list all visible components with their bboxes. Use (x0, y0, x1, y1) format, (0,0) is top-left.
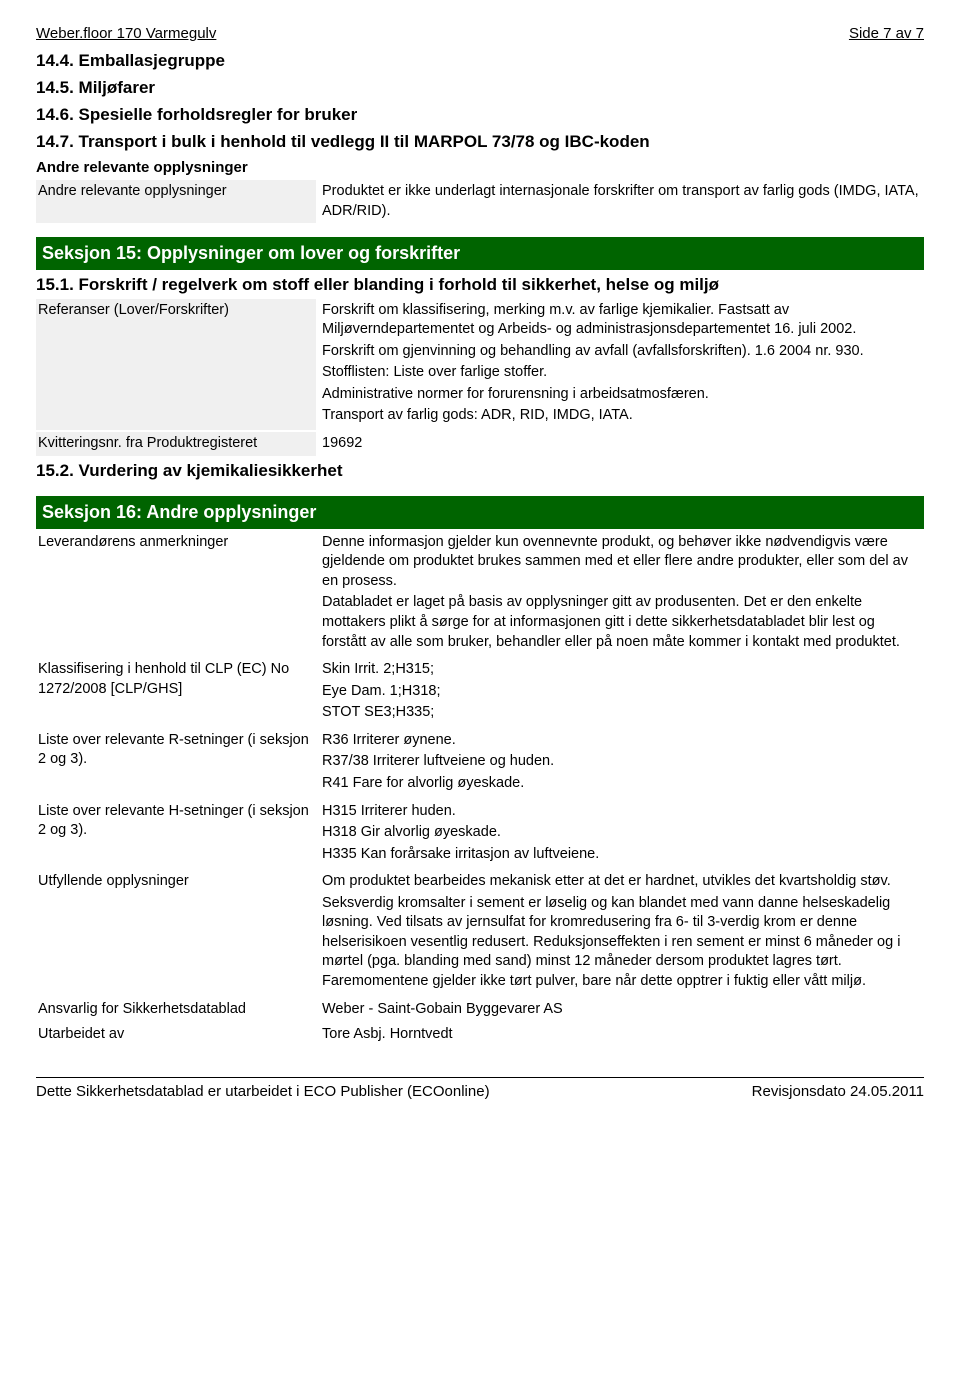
heading-14-6: 14.6. Spesielle forholdsregler for bruke… (36, 104, 924, 127)
hset-l3: H335 Kan forårsake irritasjon av luftvei… (322, 845, 920, 865)
lev-p1: Denne informasjon gjelder kun ovennevnte… (322, 533, 920, 592)
value-h-setninger: H315 Irriterer huden. H318 Gir alvorlig … (316, 800, 924, 869)
value-references: Forskrift om klassifisering, merking m.v… (316, 299, 924, 430)
utf-p2: Seksverdig kromsalter i sement er løseli… (322, 894, 920, 992)
heading-14-4: 14.4. Emballasjegruppe (36, 50, 924, 73)
value-relevant-info: Produktet er ikke underlagt internasjona… (316, 180, 924, 223)
label-ansvarlig: Ansvarlig for Sikkerhetsdatablad (36, 998, 316, 1022)
value-r-setninger: R36 Irriterer øynene. R37/38 Irriterer l… (316, 729, 924, 798)
value-leverandor: Denne informasjon gjelder kun ovennevnte… (316, 531, 924, 656)
label-utfyllende: Utfyllende opplysninger (36, 870, 316, 995)
footer-left: Dette Sikkerhetsdatablad er utarbeidet i… (36, 1082, 490, 1102)
heading-14-5: 14.5. Miljøfarer (36, 77, 924, 100)
subheading-relevant-info: Andre relevante opplysninger (36, 158, 924, 178)
label-leverandor: Leverandørens anmerkninger (36, 531, 316, 656)
rset-l2: R37/38 Irriterer luftveiene og huden. (322, 752, 920, 772)
clp-l3: STOT SE3;H335; (322, 703, 920, 723)
label-r-setninger: Liste over relevante R-setninger (i seks… (36, 729, 316, 798)
refs-p1: Forskrift om klassifisering, merking m.v… (322, 301, 920, 340)
footer-right: Revisjonsdato 24.05.2011 (752, 1082, 924, 1102)
refs-p5: Transport av farlig gods: ADR, RID, IMDG… (322, 406, 920, 426)
label-kvitteringsnr: Kvitteringsnr. fra Produktregisteret (36, 432, 316, 456)
lev-p2: Databladet er laget på basis av opplysni… (322, 593, 920, 652)
page-footer: Dette Sikkerhetsdatablad er utarbeidet i… (36, 1077, 924, 1102)
refs-p2: Forskrift om gjenvinning og behandling a… (322, 342, 920, 362)
rset-l3: R41 Fare for alvorlig øyeskade. (322, 774, 920, 794)
refs-p3: Stofflisten: Liste over farlige stoffer. (322, 363, 920, 383)
label-relevant-info: Andre relevante opplysninger (36, 180, 316, 223)
hset-l2: H318 Gir alvorlig øyeskade. (322, 823, 920, 843)
utf-p1: Om produktet bearbeides mekanisk etter a… (322, 872, 920, 892)
label-references: Referanser (Lover/Forskrifter) (36, 299, 316, 430)
value-kvitteringsnr: 19692 (316, 432, 924, 456)
page-number: Side 7 av 7 (849, 24, 924, 44)
label-clp: Klassifisering i henhold til CLP (EC) No… (36, 658, 316, 727)
value-utfyllende: Om produktet bearbeides mekanisk etter a… (316, 870, 924, 995)
section-16-bar: Seksjon 16: Andre opplysninger (36, 496, 924, 528)
clp-l2: Eye Dam. 1;H318; (322, 682, 920, 702)
value-utarbeidet: Tore Asbj. Horntvedt (316, 1023, 924, 1047)
clp-l1: Skin Irrit. 2;H315; (322, 660, 920, 680)
refs-p4: Administrative normer for forurensning i… (322, 385, 920, 405)
hset-l1: H315 Irriterer huden. (322, 802, 920, 822)
heading-14-7: 14.7. Transport i bulk i henhold til ved… (36, 131, 924, 154)
value-ansvarlig: Weber - Saint-Gobain Byggevarer AS (316, 998, 924, 1022)
section-15-bar: Seksjon 15: Opplysninger om lover og for… (36, 237, 924, 269)
heading-15-2: 15.2. Vurdering av kjemikaliesikkerhet (36, 460, 924, 483)
heading-15-1: 15.1. Forskrift / regelverk om stoff ell… (36, 274, 924, 297)
rset-l1: R36 Irriterer øynene. (322, 731, 920, 751)
doc-title: Weber.floor 170 Varmegulv (36, 24, 216, 44)
label-h-setninger: Liste over relevante H-setninger (i seks… (36, 800, 316, 869)
label-utarbeidet: Utarbeidet av (36, 1023, 316, 1047)
value-clp: Skin Irrit. 2;H315; Eye Dam. 1;H318; STO… (316, 658, 924, 727)
